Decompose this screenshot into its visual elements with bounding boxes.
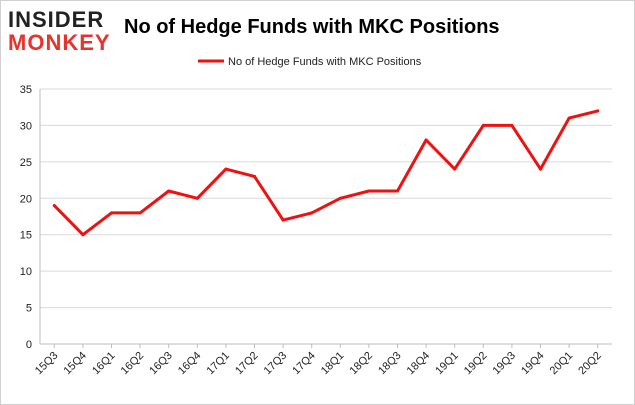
y-tick-label: 20 xyxy=(20,193,32,205)
data-point xyxy=(195,196,199,200)
x-tick-label: 20Q2 xyxy=(576,350,604,378)
x-tick-label: 15Q3 xyxy=(33,350,61,378)
legend: No of Hedge Funds with MKC Positions xyxy=(198,56,422,68)
data-point xyxy=(253,174,256,178)
logo-line2: MONKEY xyxy=(8,30,111,55)
x-tick-label: 16Q2 xyxy=(119,350,147,378)
data-point xyxy=(567,116,571,120)
y-tick-label: 25 xyxy=(20,157,32,169)
series-line xyxy=(52,109,600,237)
y-tick-label: 0 xyxy=(26,339,32,351)
x-tick-label: 19Q2 xyxy=(462,350,490,378)
data-point xyxy=(310,211,314,215)
y-tick-label: 5 xyxy=(26,303,32,315)
data-point xyxy=(424,138,428,142)
insider-monkey-logo: INSIDER MONKEY xyxy=(8,7,111,55)
y-tick-label: 30 xyxy=(20,120,32,132)
legend-label: No of Hedge Funds with MKC Positions xyxy=(228,56,422,68)
data-point xyxy=(138,211,142,215)
x-tick-label: 16Q3 xyxy=(147,350,175,378)
x-tick-label: 17Q3 xyxy=(262,350,290,378)
chart-title: No of Hedge Funds with MKC Positions xyxy=(124,16,500,38)
data-point xyxy=(81,233,85,237)
x-tick-label: 20Q1 xyxy=(548,350,576,378)
x-tick-label: 18Q1 xyxy=(319,350,347,378)
y-tick-label: 35 xyxy=(20,84,32,96)
data-point xyxy=(52,204,56,208)
x-tick-label: 16Q4 xyxy=(176,350,204,378)
data-point xyxy=(596,109,600,113)
data-point xyxy=(224,167,228,171)
x-tick-label: 19Q3 xyxy=(490,350,518,378)
y-tick-label: 15 xyxy=(20,230,32,242)
logo-line1: INSIDER xyxy=(8,7,104,32)
data-point xyxy=(539,167,542,171)
data-point xyxy=(167,189,171,193)
x-tick-label: 18Q3 xyxy=(376,350,404,378)
x-tick-label: 19Q1 xyxy=(433,350,461,378)
data-point xyxy=(453,167,457,171)
data-point xyxy=(281,218,285,222)
data-point xyxy=(110,211,113,215)
data-point xyxy=(367,189,371,193)
x-tick-label: 19Q4 xyxy=(519,350,547,378)
x-tick-label: 17Q2 xyxy=(233,350,261,378)
x-tick-label: 16Q1 xyxy=(90,350,118,378)
series-layer xyxy=(52,109,600,237)
gridlines xyxy=(40,88,612,345)
x-tick-label: 18Q4 xyxy=(405,350,433,378)
data-point xyxy=(338,196,342,200)
data-point xyxy=(396,189,399,193)
data-point xyxy=(510,123,514,127)
x-tick-label: 18Q2 xyxy=(347,350,375,378)
y-tick-label: 10 xyxy=(20,266,32,278)
data-point xyxy=(481,123,485,127)
x-axis: 15Q3 15Q4 16Q1 16Q2 16Q3 16Q4 17Q1 17Q2 17Q3 17Q4… xyxy=(33,344,604,377)
y-axis: 0 5 10 15 20 25 30 35 xyxy=(20,84,41,351)
x-tick-label: 17Q4 xyxy=(290,350,318,378)
x-tick-label: 17Q1 xyxy=(204,350,232,378)
x-tick-label: 15Q4 xyxy=(61,350,89,378)
